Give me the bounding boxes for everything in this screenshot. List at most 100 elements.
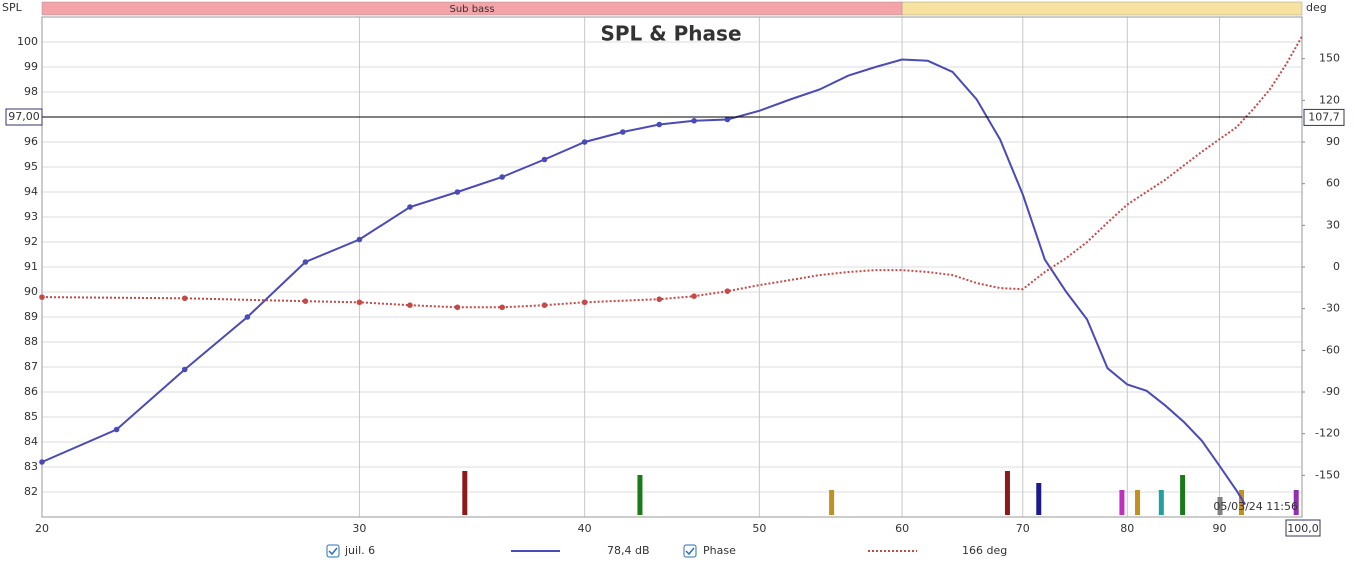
point (499, 304, 505, 311)
mode-marker (1004, 471, 1010, 515)
cursor-label: 107,7 (1308, 110, 1340, 123)
legend-readout: 166 deg (962, 544, 1007, 557)
point (113, 426, 120, 433)
point (581, 299, 588, 306)
point (302, 259, 309, 265)
series-line (41, 35, 1303, 309)
legend-checkbox[interactable] (683, 544, 697, 558)
point (356, 236, 363, 243)
mode-marker (1293, 490, 1299, 515)
plot-frame (41, 16, 1303, 518)
y-tick-label: 93 (24, 210, 38, 223)
point (39, 459, 45, 465)
legend-checkbox[interactable] (326, 544, 340, 558)
point (302, 298, 309, 304)
x-tick-label: 60 (895, 522, 909, 535)
point (244, 314, 251, 320)
point (691, 117, 697, 124)
y-tick-label: 98 (24, 85, 38, 98)
mode-marker (829, 490, 835, 515)
y-tick-label: 84 (24, 435, 38, 448)
x-tick-label: 80 (1120, 522, 1134, 535)
legend-readout: 78,4 dB (607, 544, 650, 557)
timestamp: 05/03/24 11:56 (1213, 500, 1298, 513)
y-tick-label: 83 (24, 460, 38, 473)
point (541, 156, 548, 163)
y2-tick-label: -60 (1322, 343, 1340, 356)
legend-label: juil. 6 (344, 544, 375, 557)
y-tick-label: 90 (24, 285, 38, 298)
mode-marker (1180, 475, 1186, 515)
y-tick-label: 96 (24, 135, 38, 148)
y-tick-label: 95 (24, 160, 38, 173)
x-tick-label: 90 (1213, 522, 1227, 535)
point (656, 296, 663, 303)
point (691, 293, 697, 299)
point (724, 116, 731, 123)
legend-check (328, 547, 338, 556)
series-line (41, 58, 1247, 506)
legend-check (685, 547, 695, 556)
y2-tick-label: 60 (1326, 177, 1340, 190)
y-axis-label: SPL (2, 1, 23, 14)
y2-tick-label: -120 (1315, 427, 1340, 440)
point (581, 139, 588, 145)
y2-tick-label: 120 (1319, 93, 1340, 106)
point (724, 288, 731, 294)
band-label: Sub bass (449, 4, 494, 15)
mode-marker (637, 475, 643, 515)
band (901, 1, 1303, 16)
y2-axis-label: deg (1306, 1, 1327, 14)
x-tick-label: 70 (1016, 522, 1030, 535)
y2-tick-label: -90 (1322, 385, 1340, 398)
mode-marker (1036, 483, 1042, 515)
cursor-label: 97,00 (8, 110, 40, 123)
y-tick-label: 94 (24, 185, 38, 198)
y-tick-label: 99 (24, 60, 38, 73)
point (620, 129, 626, 135)
y-tick-label: 88 (24, 335, 38, 348)
mode-marker (1217, 497, 1223, 515)
point (541, 302, 548, 308)
point (39, 294, 45, 300)
cursor-label: 100,0 (1287, 522, 1319, 535)
x-tick-label: 50 (752, 522, 766, 535)
y-tick-label: 86 (24, 385, 38, 398)
y2-tick-label: -150 (1315, 468, 1340, 481)
y-tick-label: 82 (24, 485, 38, 498)
cursor-box (1303, 108, 1345, 126)
point (181, 295, 188, 302)
y-tick-label: 87 (24, 360, 38, 373)
y2-tick-label: 30 (1326, 218, 1340, 231)
y2-tick-label: -30 (1322, 302, 1340, 315)
x-tick-label: 40 (578, 522, 592, 535)
y-tick-label: 85 (24, 410, 38, 423)
legend-label: Phase (703, 544, 736, 557)
y-tick-label: 89 (24, 310, 38, 323)
mode-marker (1238, 490, 1244, 515)
cursor-box (5, 108, 43, 126)
mode-marker (462, 471, 468, 515)
point (656, 121, 663, 128)
y-tick-label: 100 (17, 35, 38, 48)
y2-tick-label: 150 (1319, 52, 1340, 65)
point (356, 299, 363, 306)
point (407, 204, 413, 210)
y-tick-label: 91 (24, 260, 38, 273)
mode-marker (1119, 490, 1125, 515)
point (499, 174, 505, 180)
point (454, 304, 461, 311)
y-tick-label: 92 (24, 235, 38, 248)
cursor-box (1285, 519, 1321, 537)
y2-tick-label: 90 (1326, 135, 1340, 148)
point (407, 302, 413, 308)
y2-tick-label: 0 (1333, 260, 1340, 273)
point (454, 189, 461, 195)
point (181, 366, 188, 373)
x-tick-label: 30 (352, 522, 366, 535)
x-tick-label: 20 (35, 522, 49, 535)
mode-marker (1135, 490, 1141, 515)
mode-marker (1158, 490, 1164, 515)
